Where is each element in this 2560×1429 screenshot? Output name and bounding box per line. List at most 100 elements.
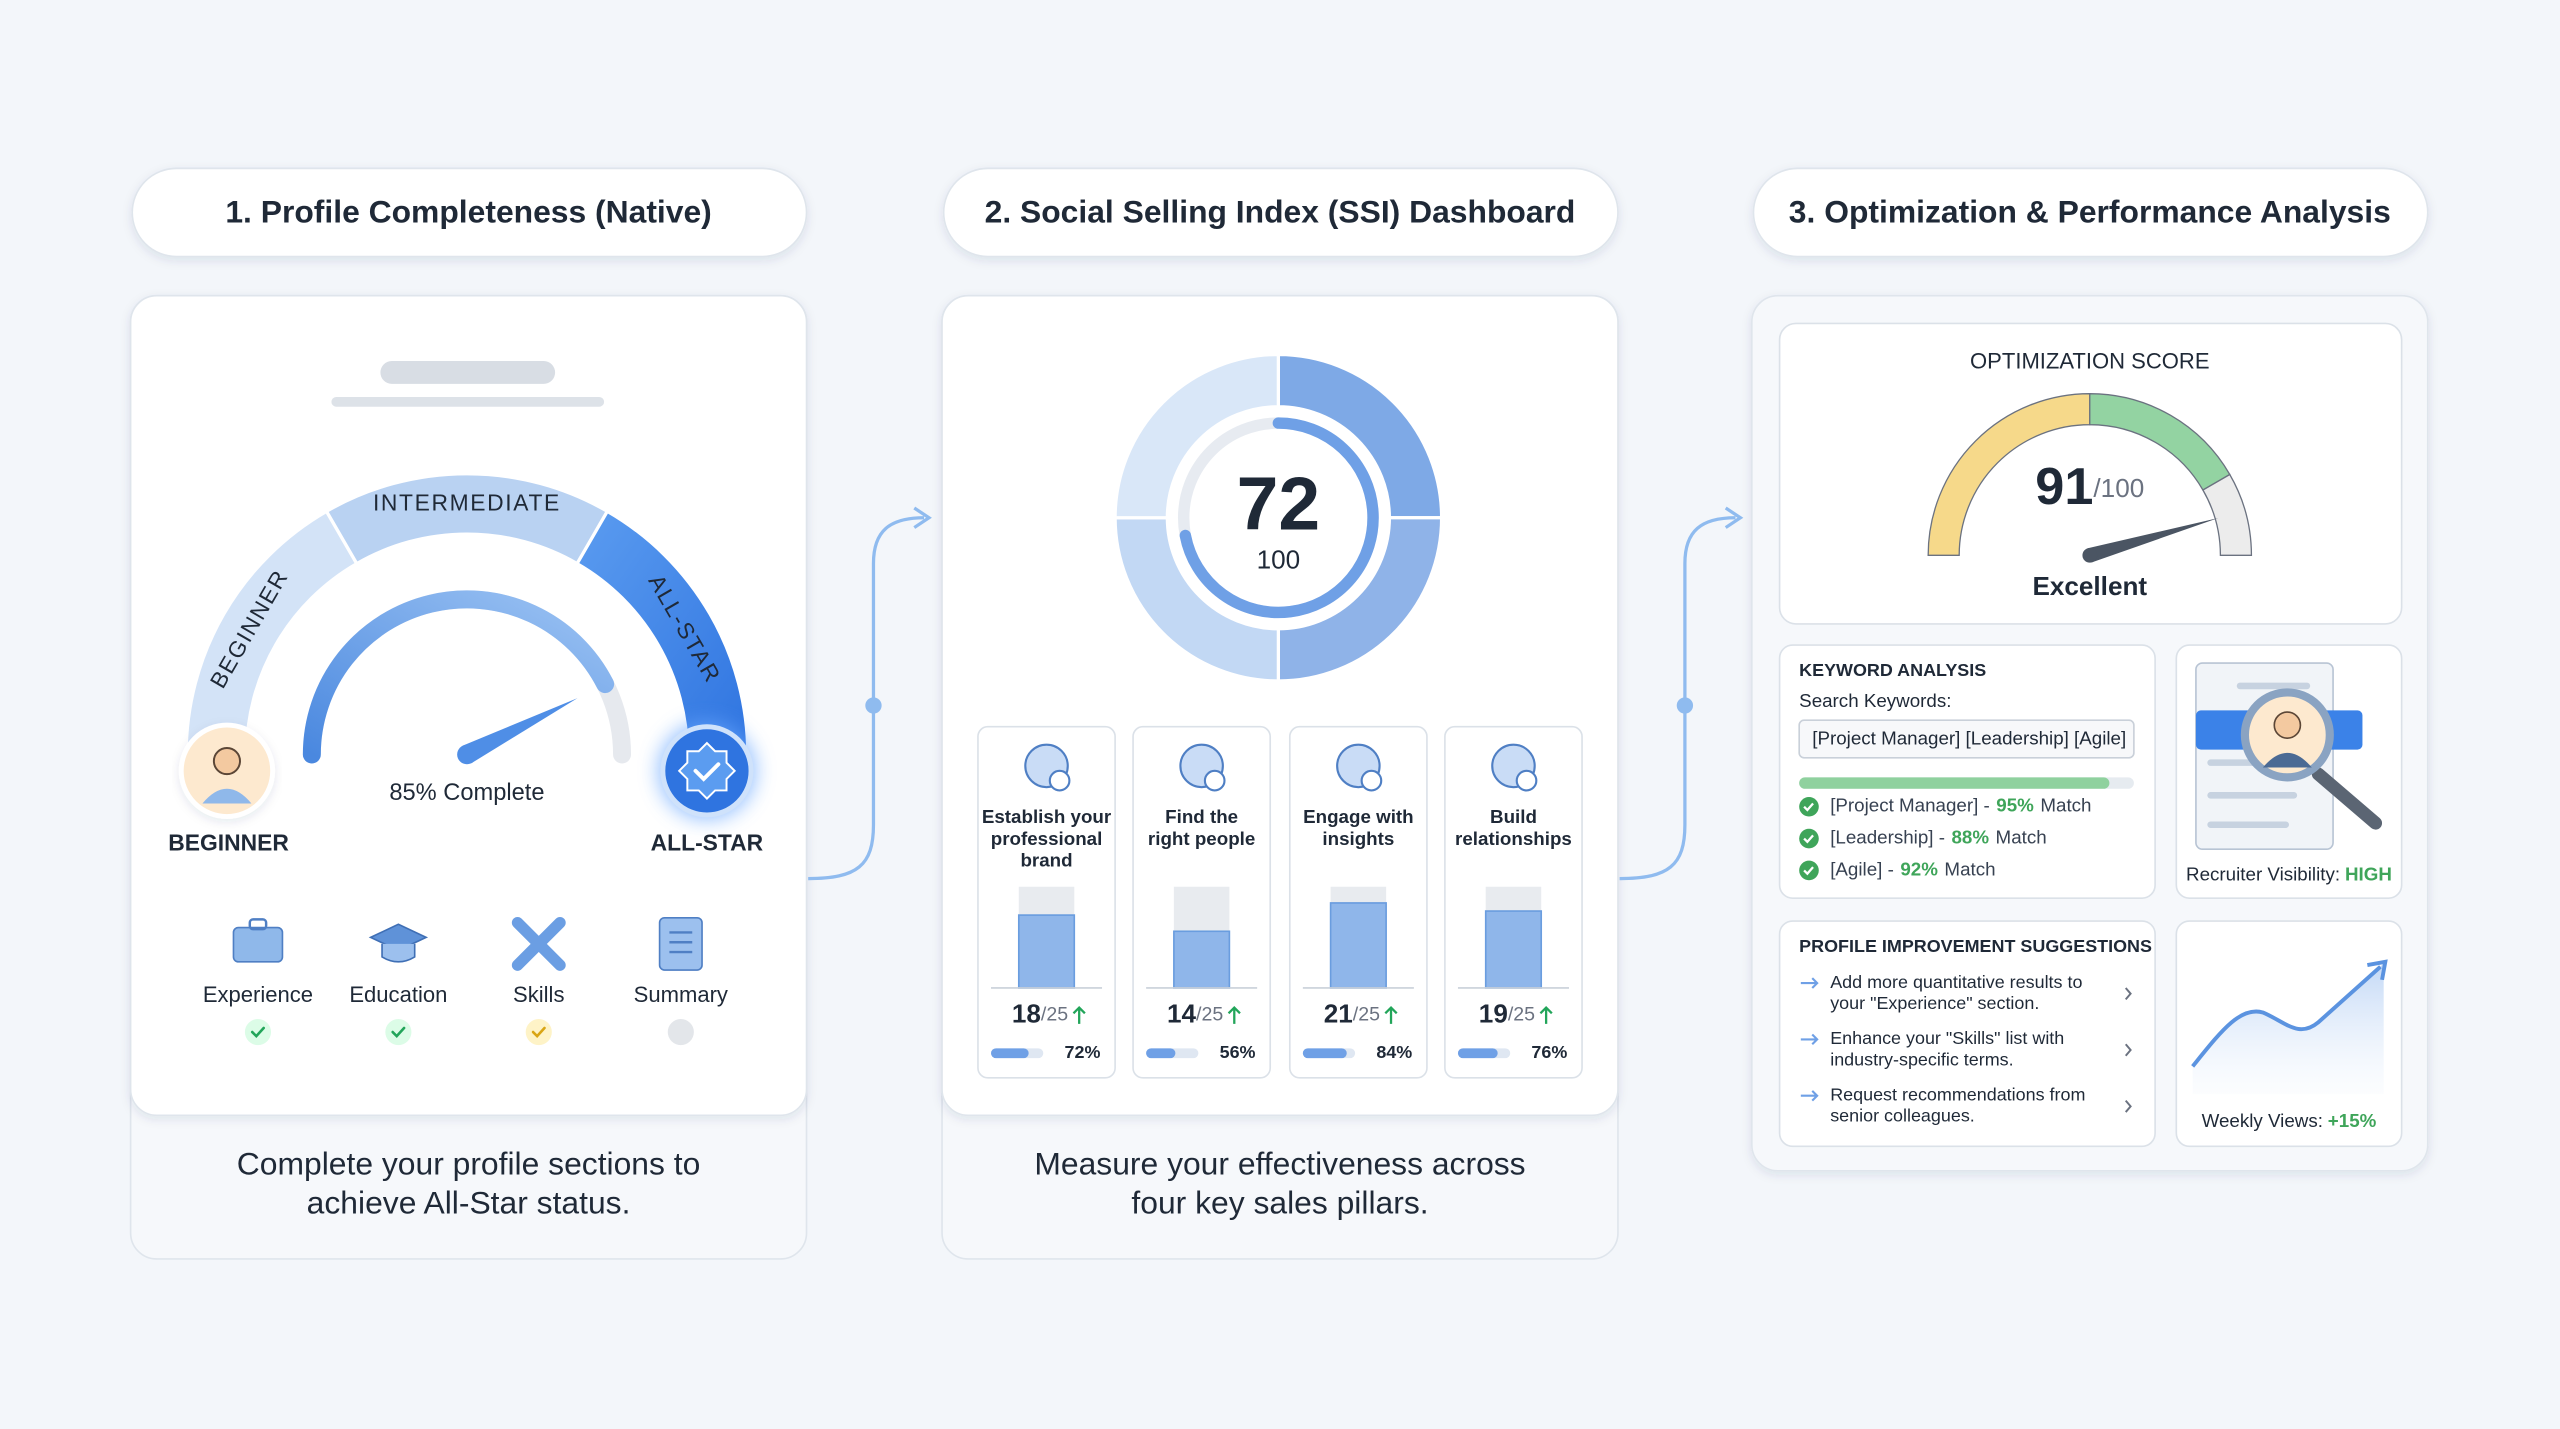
trend-arrow (1384, 1005, 1398, 1024)
check-icon (1803, 866, 1814, 876)
match-keyword: [Agile] - (1830, 858, 1894, 879)
donut-segment (1113, 516, 1280, 683)
ssi-score-max: 100 (1257, 545, 1301, 575)
match-line: [Project Manager] - 95% Match (1830, 795, 2091, 816)
placeholder-bar (380, 361, 556, 384)
percent-label: 84% (1376, 1042, 1412, 1062)
panel-header (1752, 167, 2429, 258)
avatar-body (202, 788, 252, 804)
section-label: Skills (513, 982, 564, 1007)
percent-bar (1146, 1048, 1176, 1059)
progress-arc (302, 590, 615, 764)
suggestion-arrow (1800, 977, 1819, 989)
match-percent: 92% (1900, 858, 1938, 879)
percent-label: 56% (1220, 1042, 1256, 1062)
pillar-name: Establish your (982, 806, 1112, 827)
ssi-score: 72 (1237, 461, 1321, 545)
match-bar (1799, 777, 2110, 789)
magnifier-handle (2311, 767, 2383, 830)
gauge-needle (2087, 517, 2219, 563)
panel-caption: Measure your effectiveness across (1034, 1145, 1525, 1181)
pillar-score-line: 21/25 (1324, 999, 1380, 1029)
visibility-label: Recruiter Visibility: (2186, 863, 2340, 884)
pillar-name: insights (1322, 828, 1394, 849)
pillar-bar (1484, 910, 1543, 989)
views-change: +15% (2328, 1110, 2377, 1131)
pillar-max: /25 (1041, 1004, 1068, 1026)
views-line-label: Weekly Views: +15% (2202, 1110, 2377, 1131)
level-label: INTERMEDIATE (373, 490, 561, 516)
views-arrow (2366, 959, 2388, 981)
trend-arrow (1539, 1005, 1553, 1024)
search-input (1798, 719, 2135, 759)
pillar-score-line: 14/25 (1167, 999, 1223, 1029)
suggestion-arrow (1800, 1090, 1819, 1102)
pillar-icon (1203, 769, 1226, 792)
search-query: [Project Manager] [Leadership] [Agile] (1812, 728, 2126, 749)
pillar-bar (1017, 914, 1076, 989)
match-suffix: Match (2040, 795, 2091, 816)
suggestion-text: Enhance your "Skills" list with (1830, 1028, 2064, 1048)
section-label: Summary (634, 982, 728, 1007)
section-status (244, 1018, 272, 1046)
panel-title: 2. Social Selling Index (SSI) Dashboard (985, 193, 1576, 229)
section-icon (248, 918, 268, 931)
progress-label: 85% Complete (389, 780, 544, 806)
suggestion-text: your "Experience" section. (1830, 993, 2039, 1013)
section-status (385, 1018, 412, 1046)
section-icon (381, 943, 416, 963)
section-icon (511, 916, 566, 971)
opt-score-line: 91/100 (2035, 458, 2144, 516)
pillar-name: Build (1490, 806, 1537, 827)
keyword-prompt: Search Keywords: (1799, 690, 1951, 711)
check-icon (531, 1026, 546, 1039)
donut-center (1170, 410, 1387, 626)
opt-score-max: /100 (2093, 473, 2144, 503)
suggestion-chevron (2124, 987, 2132, 1001)
percent-label: 76% (1531, 1042, 1567, 1062)
visibility-line: Recruiter Visibility: HIGH (2186, 863, 2392, 884)
doc-line (2207, 792, 2298, 799)
panel-title: 3. Optimization & Performance Analysis (1789, 193, 2391, 229)
check-icon (1803, 834, 1814, 844)
pillar-name: professional (991, 828, 1103, 849)
donut-segment (1276, 516, 1444, 683)
trend-arrow (1072, 1005, 1086, 1024)
score-rating: Excellent (2032, 571, 2147, 601)
section-icon (232, 926, 284, 963)
suggestion-text: senior colleagues. (1830, 1106, 1975, 1126)
percent-bar (1457, 1048, 1498, 1059)
check-icon (1803, 802, 1814, 812)
score-title: OPTIMIZATION SCORE (1970, 348, 2210, 373)
avatar-head (212, 746, 241, 776)
pillar-score: 18 (1012, 999, 1041, 1029)
panel-header (131, 167, 808, 258)
section-label: Experience (203, 982, 313, 1007)
match-suffix: Match (1996, 827, 2047, 848)
pillar-bar (1173, 930, 1231, 989)
pillar-name: right people (1148, 828, 1255, 849)
pillar-icon (1515, 769, 1538, 792)
donut-segment (1113, 352, 1280, 520)
needle-hub (457, 744, 477, 765)
views-line (2191, 965, 2382, 1068)
magnifier-head (2273, 711, 2302, 739)
pillar-name: Find the (1165, 806, 1238, 827)
card-title: PROFILE IMPROVEMENT SUGGESTIONS (1799, 936, 2152, 956)
pillar-name: relationships (1455, 828, 1572, 849)
percent-bar (991, 1048, 1029, 1059)
match-line: [Leadership] - 88% Match (1830, 827, 2046, 848)
pillar-score: 19 (1479, 999, 1508, 1029)
panel-caption: achieve All-Star status. (307, 1185, 631, 1221)
panel-caption: Complete your profile sections to (237, 1145, 701, 1181)
check-icon (250, 1026, 265, 1039)
panel-body (129, 294, 808, 1117)
panel-header (942, 167, 1619, 258)
card-title: KEYWORD ANALYSIS (1799, 660, 1986, 680)
magnifier-body (2262, 752, 2312, 768)
pillar-max: /25 (1353, 1004, 1380, 1026)
match-suffix: Match (1944, 858, 1995, 879)
connector-arrow (913, 506, 932, 529)
percent-label: 72% (1065, 1042, 1101, 1062)
